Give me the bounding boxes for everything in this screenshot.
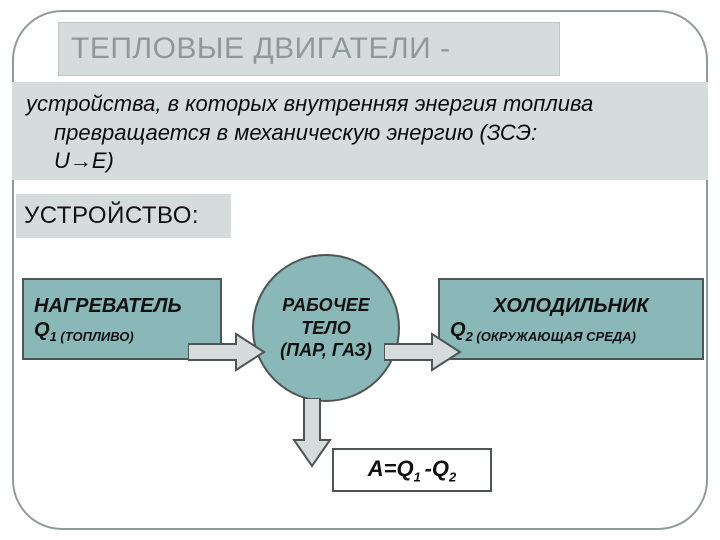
formula-sub1: 1 [414,469,425,484]
heater-node: НАГРЕВАТЕЛЬ Q1 (ТОПЛИВО) [22,278,222,360]
slide-title: ТЕПЛОВЫЕ ДВИГАТЕЛИ - [71,32,451,66]
heater-label: НАГРЕВАТЕЛЬ [34,294,210,318]
heater-q-sub: 1 (ТОПЛИВО) [50,329,134,344]
definition-line1: устройства, в которых внутренняя энергия… [26,91,593,116]
definition-panel: устройства, в которых внутренняя энергия… [12,82,708,180]
cooler-q-sub: 2 (ОКРУЖАЮЩАЯ СРЕДА) [466,329,636,344]
working-body-line2: ТЕЛО [301,317,351,340]
cooler-q: Q2 (ОКРУЖАЮЩАЯ СРЕДА) [450,318,692,345]
title-panel: ТЕПЛОВЫЕ ДВИГАТЕЛИ - [58,22,560,76]
section-label: УСТРОЙСТВО: [24,202,199,230]
cooler-node: ХОЛОДИЛЬНИК Q2 (ОКРУЖАЮЩАЯ СРЕДА) [438,278,704,360]
section-panel: УСТРОЙСТВО: [16,194,231,238]
working-body-node: РАБОЧЕЕ ТЕЛО (ПАР, ГАЗ) [252,254,400,402]
working-body-line1: РАБОЧЕЕ [282,294,370,317]
formula-node: A=Q1 -Q2 [332,448,492,492]
formula-mid: -Q [425,456,449,481]
cooler-q-symbol: Q [450,319,466,341]
definition-line3: U→E) [54,148,114,173]
heater-q-symbol: Q [34,319,50,341]
formula-text: A=Q1 -Q2 [368,456,456,484]
cooler-label: ХОЛОДИЛЬНИК [450,294,692,318]
definition-text: устройства, в которых внутренняя энергия… [26,90,694,176]
formula-sub2: 2 [449,469,456,484]
working-body-line3: (ПАР, ГАЗ) [280,339,372,362]
heater-q: Q1 (ТОПЛИВО) [34,318,210,345]
definition-line2: превращается в механическую энергию (ЗСЭ… [54,120,537,145]
formula-prefix: A=Q [368,456,414,481]
